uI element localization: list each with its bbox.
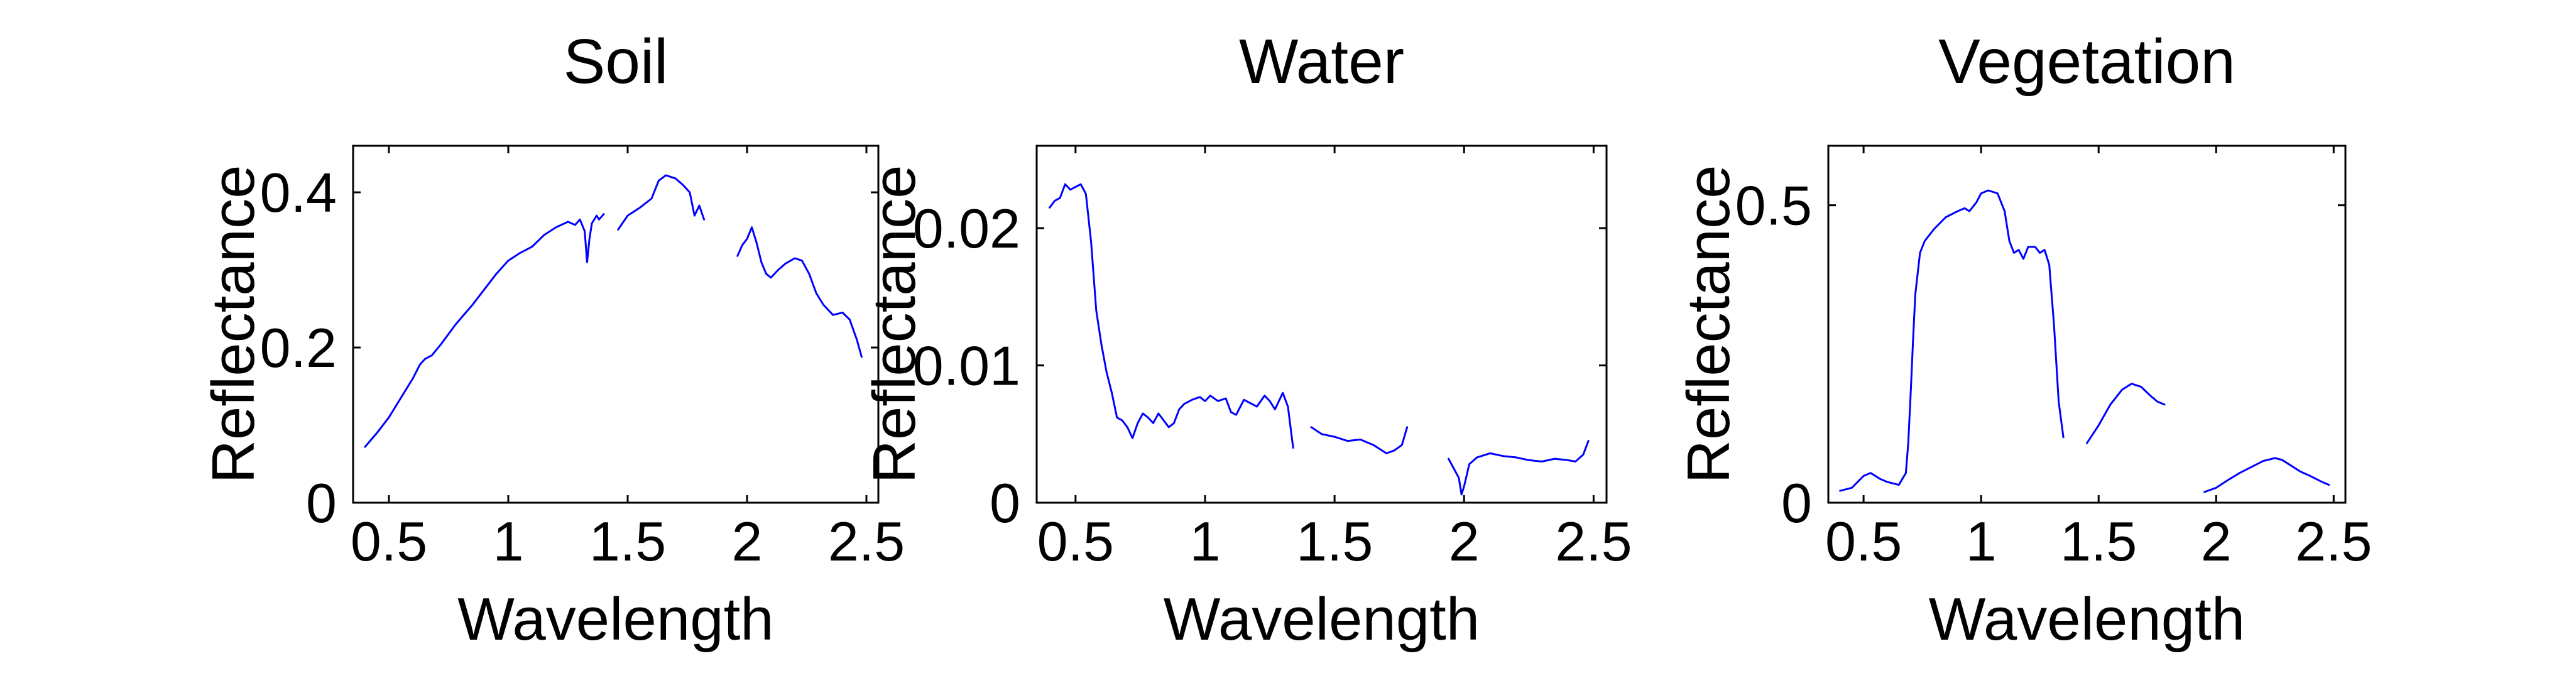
x-axis-label: Wavelength xyxy=(1929,586,2245,653)
axes-frame xyxy=(352,145,880,504)
x-tick-label: 2 xyxy=(732,510,763,572)
series-line-segment xyxy=(1448,440,1590,496)
x-tick-label: 1.5 xyxy=(2060,510,2137,572)
axes-frame xyxy=(1827,145,2347,504)
axes-frame xyxy=(1035,145,1608,504)
y-tick-label: 0.2 xyxy=(260,317,337,379)
y-axis-label: Reflectance xyxy=(1675,165,1742,484)
chart-title: Vegetation xyxy=(1938,26,2235,97)
subplot-soil: Soil 0.5 1 1.5 2 2.5 0 0.2 0.4 Wavelength Reflecta… xyxy=(200,26,905,653)
x-tick-label: 2 xyxy=(2201,510,2232,572)
chart-title: Soil xyxy=(564,26,669,97)
series-line-segment xyxy=(617,174,706,231)
series-line-segment xyxy=(2203,457,2330,493)
x-tick-label: 1 xyxy=(1966,510,1997,572)
x-tick-label: 1 xyxy=(493,510,524,572)
subplot-water: Water 0.5 1 1.5 2 2.5 0 0.01 0.02 Wavelength Refle… xyxy=(861,26,1632,653)
series-line-segment xyxy=(1839,189,2065,492)
x-tick-label: 0.5 xyxy=(1037,510,1114,572)
x-tick-label: 2.5 xyxy=(1555,510,1632,572)
x-tick-label: 2.5 xyxy=(828,510,905,572)
y-tick-label: 0.5 xyxy=(1735,175,1812,237)
y-tick-label: 0.4 xyxy=(260,161,337,224)
series-line-segment xyxy=(1049,183,1294,449)
series-line-segment xyxy=(736,226,863,358)
y-axis-label: Reflectance xyxy=(200,165,267,484)
x-tick-label: 2 xyxy=(1449,510,1480,572)
series-line-segment xyxy=(364,213,605,448)
x-tick-label: 0.5 xyxy=(351,510,427,572)
x-tick-label: 1 xyxy=(1190,510,1221,572)
x-tick-label: 1.5 xyxy=(1296,510,1373,572)
series-line-segment xyxy=(1310,426,1409,454)
y-tick-label: 0 xyxy=(1781,472,1812,534)
x-tick-label: 1.5 xyxy=(589,510,666,572)
y-tick-label: 0 xyxy=(990,472,1020,534)
y-tick-label: 0.01 xyxy=(913,335,1020,397)
chart-title: Water xyxy=(1239,26,1404,97)
x-axis-label: Wavelength xyxy=(457,586,773,653)
y-tick-label: 0.02 xyxy=(913,197,1020,260)
y-tick-label: 0 xyxy=(306,472,337,534)
x-tick-label: 2.5 xyxy=(2295,510,2372,572)
y-axis-label: Reflectance xyxy=(861,165,928,484)
series-line-segment xyxy=(2086,383,2166,444)
x-tick-label: 0.5 xyxy=(1825,510,1902,572)
x-axis-label: Wavelength xyxy=(1164,586,1480,653)
